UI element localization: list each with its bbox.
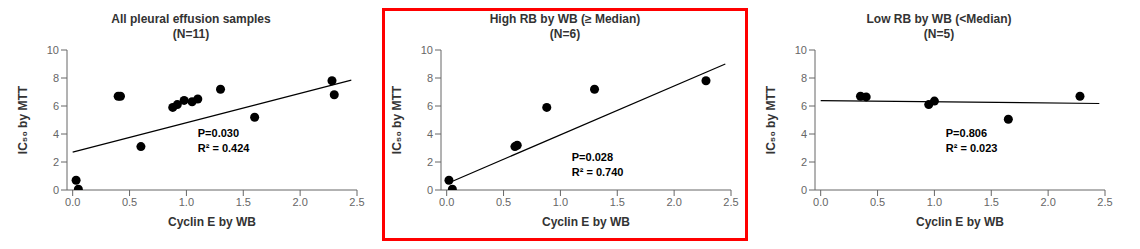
svg-text:2.5: 2.5 — [1097, 196, 1112, 208]
svg-text:1.5: 1.5 — [236, 196, 251, 208]
svg-text:8: 8 — [427, 72, 433, 84]
svg-text:P=0.806R² = 0.023: P=0.806R² = 0.023 — [946, 127, 998, 154]
svg-text:8: 8 — [801, 72, 807, 84]
svg-text:2: 2 — [53, 156, 59, 168]
svg-text:4: 4 — [53, 128, 59, 140]
svg-text:0.0: 0.0 — [813, 196, 828, 208]
svg-text:2.0: 2.0 — [666, 196, 681, 208]
svg-text:8: 8 — [53, 72, 59, 84]
svg-text:10: 10 — [47, 44, 59, 56]
svg-text:10: 10 — [421, 44, 433, 56]
svg-text:Cyclin E by WB: Cyclin E by WB — [168, 215, 256, 229]
svg-text:2.0: 2.0 — [1040, 196, 1055, 208]
svg-text:1.0: 1.0 — [553, 196, 568, 208]
svg-text:IC₅₀ by MTT: IC₅₀ by MTT — [764, 85, 778, 154]
svg-text:2: 2 — [801, 156, 807, 168]
svg-text:2.0: 2.0 — [292, 196, 307, 208]
svg-text:6: 6 — [53, 100, 59, 112]
svg-text:P=0.030R² = 0.424: P=0.030R² = 0.424 — [198, 127, 251, 154]
svg-text:0: 0 — [53, 184, 59, 196]
html-text:All pleural effusion samples: All pleural effusion samples — [111, 12, 271, 26]
svg-text:2.5: 2.5 — [723, 196, 738, 208]
svg-text:IC₅₀ by MTT: IC₅₀ by MTT — [390, 85, 404, 154]
svg-text:6: 6 — [801, 100, 807, 112]
svg-text:0: 0 — [801, 184, 807, 196]
svg-text:0.0: 0.0 — [439, 196, 454, 208]
svg-text:1.5: 1.5 — [984, 196, 999, 208]
html-text:(N=11): (N=11) — [172, 27, 210, 41]
svg-text:0: 0 — [427, 184, 433, 196]
svg-text:Cyclin E by WB: Cyclin E by WB — [542, 215, 630, 229]
svg-text:6: 6 — [427, 100, 433, 112]
svg-text:4: 4 — [801, 128, 807, 140]
svg-text:1.0: 1.0 — [179, 196, 194, 208]
svg-text:10: 10 — [795, 44, 807, 56]
svg-text:P=0.028R² = 0.740: P=0.028R² = 0.740 — [572, 151, 624, 178]
svg-text:0.0: 0.0 — [65, 196, 80, 208]
svg-text:IC₅₀ by MTT: IC₅₀ by MTT — [16, 85, 30, 154]
svg-text:Cyclin E by WB: Cyclin E by WB — [916, 215, 1004, 229]
html-text:(N=6): (N=6) — [549, 27, 581, 41]
html-text:Low RB by WB (<Median): Low RB by WB (<Median) — [866, 12, 1012, 26]
svg-text:2: 2 — [427, 156, 433, 168]
html-text:High RB by WB (≥ Median): High RB by WB (≥ Median) — [489, 12, 641, 26]
svg-text:4: 4 — [427, 128, 433, 140]
svg-text:0.5: 0.5 — [122, 196, 137, 208]
svg-text:1.0: 1.0 — [927, 196, 942, 208]
svg-text:0.5: 0.5 — [870, 196, 885, 208]
svg-text:0.5: 0.5 — [496, 196, 511, 208]
svg-text:1.5: 1.5 — [610, 196, 625, 208]
html-text:(N=5): (N=5) — [923, 27, 955, 41]
svg-text:2.5: 2.5 — [349, 196, 364, 208]
